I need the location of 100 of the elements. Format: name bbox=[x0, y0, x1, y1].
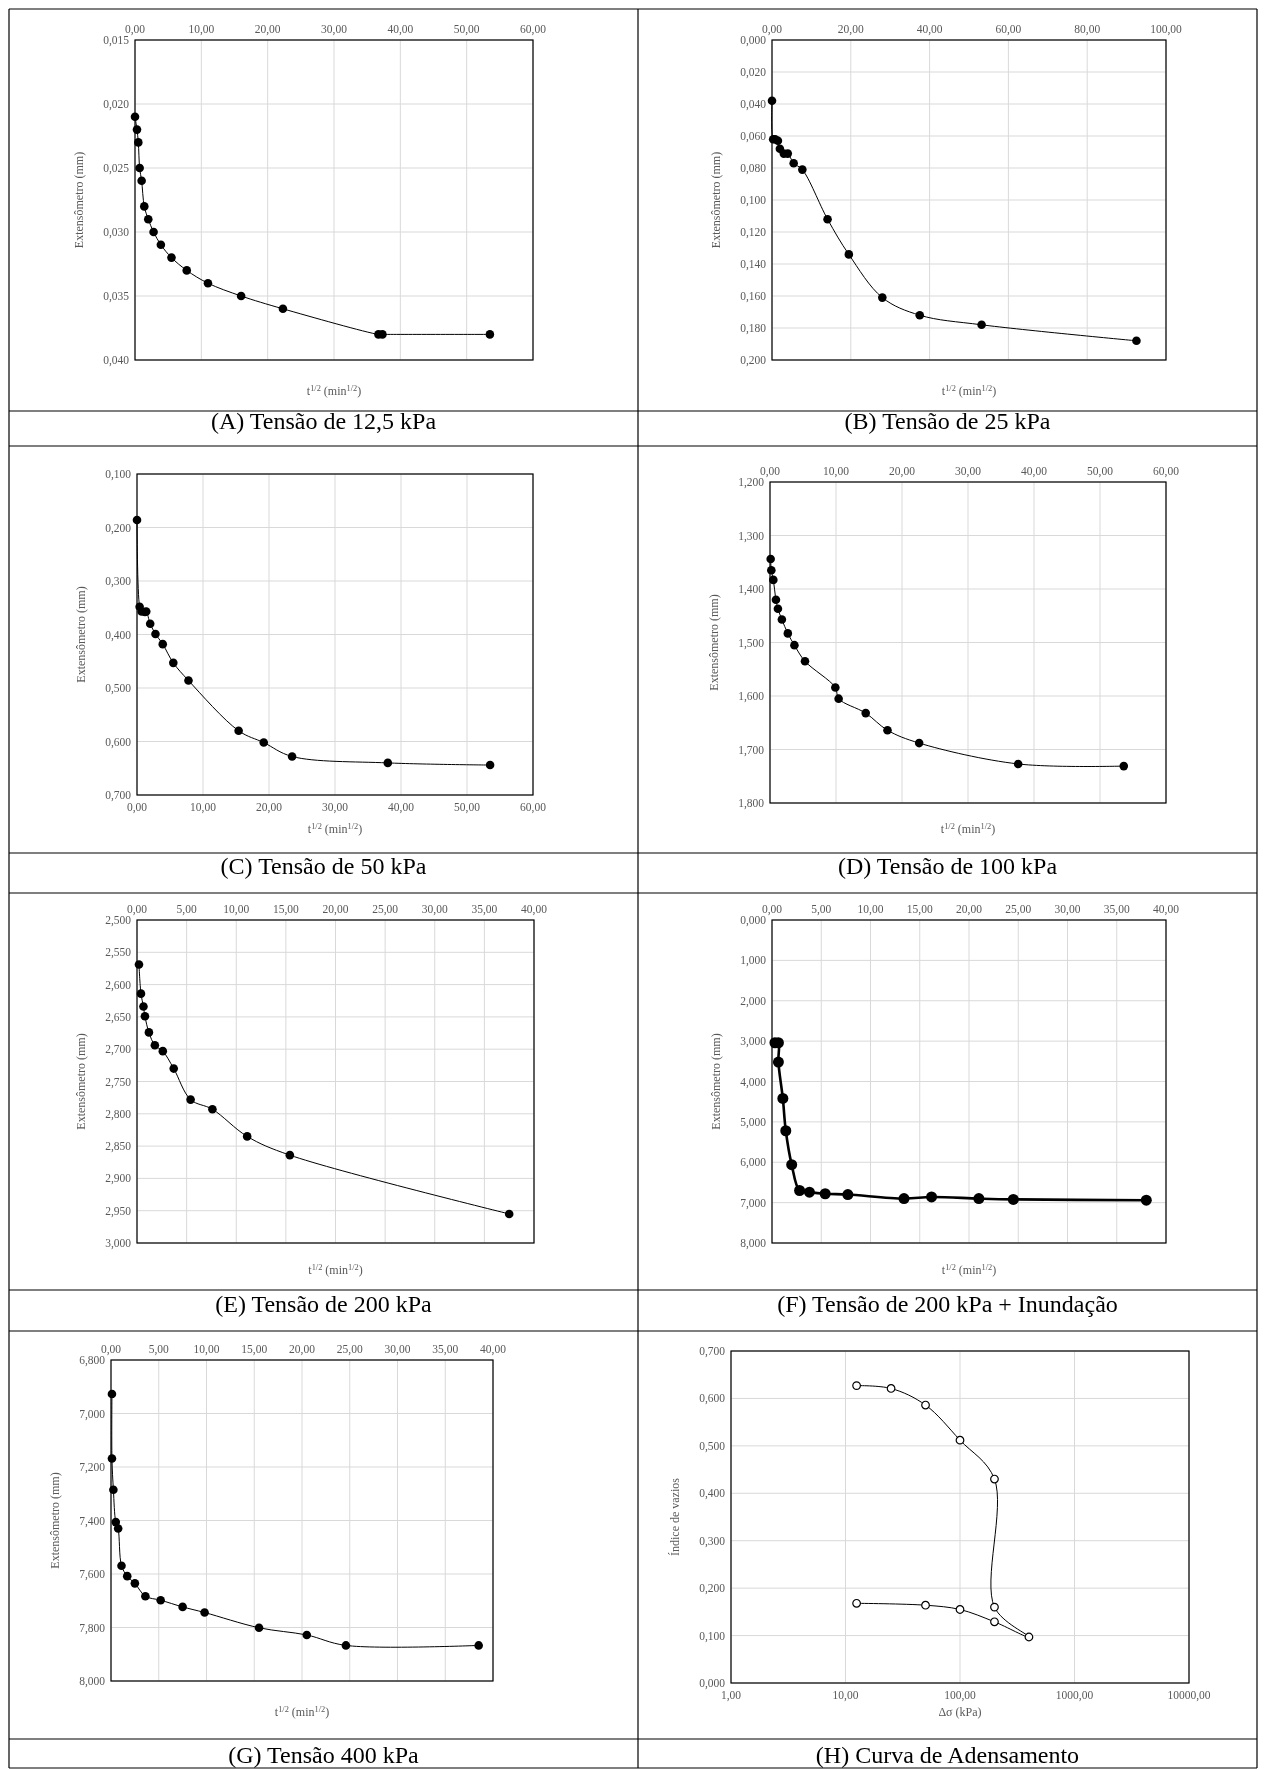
y-axis-title: Extensômetro (mm) bbox=[709, 151, 723, 249]
x-tick-label: 40,00 bbox=[387, 23, 414, 36]
y-tick-label: 7,600 bbox=[79, 1568, 106, 1581]
y-tick-label: 1,700 bbox=[738, 743, 765, 757]
text: (B) Tensão de 25 kPa bbox=[844, 408, 1051, 434]
y-tick-label: 1,000 bbox=[740, 954, 767, 968]
y-tick-label: 6,800 bbox=[79, 1354, 106, 1367]
y-tick-label: 8,000 bbox=[79, 1675, 106, 1688]
y-tick-label: 0,100 bbox=[699, 1629, 726, 1643]
x-tick-label: 15,00 bbox=[272, 903, 300, 916]
y-tick-label: 0,300 bbox=[699, 1534, 726, 1548]
x-tick-label: 100,00 bbox=[1150, 23, 1183, 36]
y-axis-title: Extensômetro (mm) bbox=[707, 594, 721, 691]
x-tick-label: 20,00 bbox=[322, 903, 349, 916]
x-axis-title: t$^{1/2}$ (min$^{1/2}$) bbox=[940, 821, 996, 836]
y-tick-label: 7,200 bbox=[79, 1461, 106, 1474]
y-tick-label: 2,650 bbox=[105, 1010, 132, 1024]
y-tick-label: 2,550 bbox=[105, 946, 132, 960]
x-tick-label: 40,00 bbox=[521, 903, 548, 916]
x-tick-label: 10,00 bbox=[832, 1689, 859, 1702]
x-tick-label: 35,00 bbox=[471, 903, 498, 916]
y-axis-title: Índice de vazios bbox=[668, 1477, 682, 1556]
y-tick-label: 0,020 bbox=[103, 98, 130, 111]
x-tick-label: 30,00 bbox=[322, 801, 349, 814]
y-tick-label: 7,400 bbox=[79, 1514, 106, 1528]
x-tick-label: 5,00 bbox=[811, 903, 832, 916]
y-tick-label: 0,060 bbox=[740, 130, 767, 143]
x-tick-label: 10000,00 bbox=[1167, 1689, 1211, 1702]
y-tick-label: 1,500 bbox=[738, 636, 765, 650]
x-axis-title: Δσ (kPa) bbox=[938, 1705, 982, 1719]
text: (C) Tensão de 50 kPa bbox=[220, 853, 427, 879]
y-tick-label: 0,300 bbox=[105, 575, 132, 588]
y-tick-label: 0,180 bbox=[740, 322, 767, 335]
y-tick-label: 0,100 bbox=[740, 194, 767, 207]
x-tick-label: 10,00 bbox=[857, 903, 884, 916]
y-tick-label: 1,600 bbox=[738, 690, 765, 703]
x-tick-label: 20,00 bbox=[889, 465, 916, 478]
y-tick-label: 1,200 bbox=[738, 476, 765, 489]
y-tick-label: 0,000 bbox=[699, 1677, 726, 1690]
y-axis-title: Extensômetro (mm) bbox=[74, 586, 88, 683]
y-tick-label: 0,400 bbox=[699, 1487, 726, 1501]
y-axis-title: Extensômetro (mm) bbox=[709, 1033, 723, 1130]
text: (F) Tensão de 200 kPa + Inundação bbox=[777, 1291, 1118, 1317]
y-axis-title: Extensômetro (mm) bbox=[48, 1472, 62, 1569]
y-tick-label: 2,850 bbox=[105, 1140, 132, 1154]
y-tick-label: 0,020 bbox=[740, 66, 767, 79]
x-tick-label: 10,00 bbox=[223, 903, 250, 916]
x-tick-label: 40,00 bbox=[1153, 903, 1180, 916]
y-tick-label: 6,000 bbox=[740, 1156, 767, 1170]
x-tick-label: 50,00 bbox=[1087, 465, 1114, 478]
y-tick-label: 0,035 bbox=[103, 290, 130, 303]
x-tick-label: 10,00 bbox=[193, 1343, 220, 1356]
y-tick-label: 4,000 bbox=[740, 1075, 767, 1089]
x-tick-label: 1,00 bbox=[720, 1689, 742, 1702]
text: (H) Curva de Adensamento bbox=[815, 1742, 1080, 1768]
x-tick-label: 50,00 bbox=[454, 801, 481, 814]
y-tick-label: 0,040 bbox=[740, 98, 767, 111]
y-tick-label: 2,500 bbox=[105, 914, 132, 927]
x-tick-label: 5,00 bbox=[148, 1343, 170, 1356]
y-tick-label: 2,950 bbox=[105, 1204, 132, 1218]
x-tick-label: 30,00 bbox=[321, 23, 348, 36]
text: (E) Tensão de 200 kPa bbox=[215, 1291, 433, 1317]
y-tick-label: 5,000 bbox=[740, 1115, 767, 1129]
x-tick-label: 40,00 bbox=[480, 1343, 507, 1356]
y-tick-label: 0,030 bbox=[103, 226, 130, 239]
x-tick-label: 1000,00 bbox=[1055, 1689, 1094, 1702]
x-tick-label: 35,00 bbox=[432, 1343, 459, 1356]
y-tick-label: 2,700 bbox=[105, 1043, 132, 1057]
y-tick-label: 7,000 bbox=[79, 1407, 106, 1421]
y-tick-label: 0,500 bbox=[699, 1439, 726, 1453]
x-tick-label: 0,00 bbox=[100, 1343, 122, 1356]
x-tick-label: 20,00 bbox=[956, 903, 983, 916]
y-tick-label: 3,000 bbox=[740, 1035, 767, 1049]
x-tick-label: 60,00 bbox=[520, 23, 547, 36]
y-axis-title: Extensômetro (mm) bbox=[74, 1033, 88, 1130]
x-tick-label: 15,00 bbox=[241, 1343, 268, 1356]
y-tick-label: 2,800 bbox=[105, 1107, 132, 1121]
x-tick-label: 5,00 bbox=[176, 903, 197, 916]
y-tick-label: 0,015 bbox=[103, 34, 130, 47]
x-tick-label: 0,00 bbox=[124, 23, 146, 36]
y-tick-label: 1,400 bbox=[738, 583, 765, 596]
y-tick-label: 8,000 bbox=[740, 1237, 767, 1250]
x-tick-label: 40,00 bbox=[1021, 465, 1048, 478]
y-tick-label: 0,120 bbox=[740, 226, 767, 239]
y-tick-label: 0,140 bbox=[740, 258, 767, 271]
x-tick-label: 60,00 bbox=[1153, 465, 1180, 478]
y-tick-label: 0,200 bbox=[105, 521, 132, 535]
x-tick-label: 0,00 bbox=[761, 23, 783, 36]
x-axis-title: t$^{1/2}$ (min$^{1/2}$) bbox=[274, 1704, 330, 1719]
y-tick-label: 0,100 bbox=[105, 468, 132, 481]
y-tick-label: 0,600 bbox=[699, 1392, 726, 1406]
y-tick-label: 7,800 bbox=[79, 1621, 106, 1635]
y-tick-label: 0,160 bbox=[740, 290, 767, 303]
y-tick-label: 0,500 bbox=[105, 682, 132, 695]
x-tick-label: 40,00 bbox=[916, 23, 943, 36]
x-tick-label: 20,00 bbox=[256, 801, 283, 814]
x-tick-label: 30,00 bbox=[421, 903, 448, 916]
y-tick-label: 0,700 bbox=[105, 789, 132, 802]
y-tick-label: 0,040 bbox=[103, 354, 130, 367]
x-tick-label: 60,00 bbox=[520, 801, 547, 814]
